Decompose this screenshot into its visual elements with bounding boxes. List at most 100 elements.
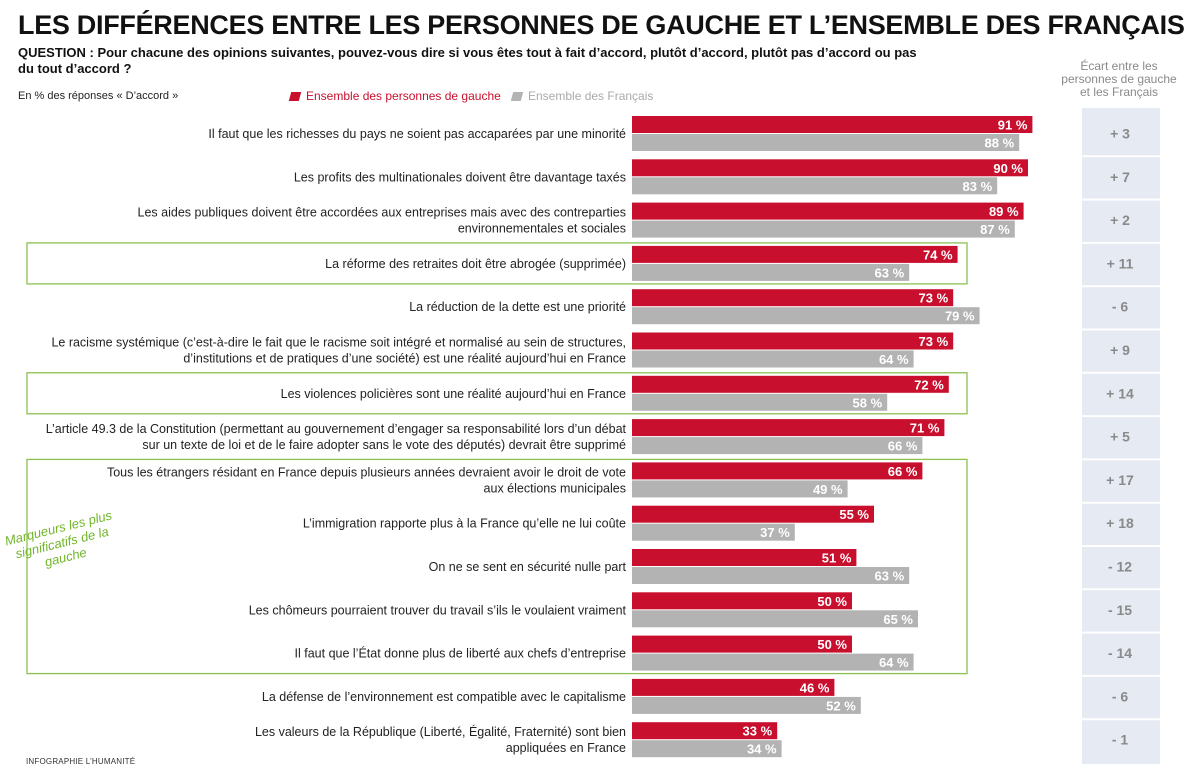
ecart-value-4: - 6 xyxy=(1112,299,1129,315)
legend-label-francais: Ensemble des Français xyxy=(528,89,654,103)
unit-note: En % des réponses « D’accord » xyxy=(18,90,179,102)
category-label-6: Les violences policières sont une réalit… xyxy=(281,387,626,401)
category-label-9: L’immigration rapporte plus à la France … xyxy=(303,517,626,531)
bar-francais-1 xyxy=(632,177,998,195)
value-label-francais-13: 52 % xyxy=(826,698,856,713)
bar-gauche-0 xyxy=(632,116,1033,133)
category-label-10: On ne se sent en sécurité nulle part xyxy=(429,560,627,574)
category-label-2-line-1: environnementales et sociales xyxy=(458,222,626,236)
value-label-gauche-13: 46 % xyxy=(800,680,830,695)
value-label-francais-5: 64 % xyxy=(879,352,909,367)
bar-francais-3 xyxy=(632,263,910,281)
category-label-13: La défense de l’environnement est compat… xyxy=(262,690,626,704)
bar-francais-5 xyxy=(632,350,914,368)
category-label-14-line-0: Les valeurs de la République (Liberté, É… xyxy=(255,724,626,739)
bar-gauche-3 xyxy=(632,245,958,263)
legend-item-gauche: Ensemble des personnes de gauche xyxy=(288,89,501,103)
bar-gauche-12 xyxy=(632,635,852,653)
value-label-francais-12: 64 % xyxy=(879,655,909,670)
ecart-header: Écart entre les personnes de gauche et l… xyxy=(1061,59,1177,99)
value-label-gauche-3: 74 % xyxy=(923,247,953,262)
value-label-francais-14: 34 % xyxy=(747,742,777,757)
ecart-value-9: + 18 xyxy=(1106,515,1134,531)
bar-francais-0 xyxy=(632,134,1020,151)
category-label-5-line-1: d’institutions et de pratiques d’une soc… xyxy=(183,352,626,366)
value-label-francais-2: 87 % xyxy=(980,222,1010,237)
value-label-francais-11: 65 % xyxy=(883,612,913,627)
bar-gauche-2 xyxy=(632,202,1024,220)
category-label-2-line-0: Les aides publiques doivent être accordé… xyxy=(138,206,626,220)
bar-gauche-14 xyxy=(632,722,778,740)
category-label-1: Les profits des multinationales doivent … xyxy=(294,170,626,184)
bar-gauche-4 xyxy=(632,289,954,307)
value-label-gauche-0: 91 % xyxy=(998,118,1028,133)
category-label-3: La réforme des retraites doit être abrog… xyxy=(325,257,626,271)
value-label-francais-1: 83 % xyxy=(963,179,993,194)
ecart-value-13: - 6 xyxy=(1112,688,1129,704)
value-label-gauche-11: 50 % xyxy=(817,594,847,609)
category-label-4: La réduction de la dette est une priorit… xyxy=(409,300,626,314)
ecart-column xyxy=(1082,108,1160,764)
value-label-gauche-4: 73 % xyxy=(919,291,949,306)
ecart-value-8: + 17 xyxy=(1106,472,1134,488)
value-label-francais-10: 63 % xyxy=(875,569,905,584)
ecart-value-6: + 14 xyxy=(1106,385,1134,401)
value-label-gauche-10: 51 % xyxy=(822,551,852,566)
ecart-value-1: + 7 xyxy=(1110,169,1130,185)
category-label-14-line-1: appliquées en France xyxy=(506,741,626,755)
value-label-gauche-6: 72 % xyxy=(914,377,944,392)
ecart-value-11: - 15 xyxy=(1108,602,1132,618)
category-label-11: Les chômeurs pourraient trouver du trava… xyxy=(249,603,627,617)
bar-gauche-6 xyxy=(632,375,949,393)
highlight-frame-0 xyxy=(26,242,968,285)
category-label-8-line-1: aux élections municipales xyxy=(484,481,626,495)
value-label-gauche-7: 71 % xyxy=(910,421,940,436)
value-label-gauche-8: 66 % xyxy=(888,464,918,479)
chart-question: QUESTION : Pour chacune des opinions sui… xyxy=(18,45,917,76)
ecart-value-3: + 11 xyxy=(1107,255,1134,271)
ecart-value-5: + 9 xyxy=(1110,342,1130,358)
bar-francais-10 xyxy=(632,567,910,584)
ecart-value-12: - 14 xyxy=(1108,645,1132,661)
value-label-gauche-14: 33 % xyxy=(743,724,773,739)
bar-francais-14 xyxy=(632,740,782,758)
value-label-francais-8: 49 % xyxy=(813,482,843,497)
value-label-gauche-2: 89 % xyxy=(989,204,1019,219)
value-label-gauche-5: 73 % xyxy=(919,334,949,349)
value-label-gauche-12: 50 % xyxy=(817,637,847,652)
value-label-francais-0: 88 % xyxy=(985,136,1015,151)
category-label-5-line-0: Le racisme systémique (c’est-à-dire le f… xyxy=(51,336,626,350)
value-label-francais-4: 79 % xyxy=(945,309,975,324)
legend-item-francais: Ensemble des Français xyxy=(510,89,654,103)
bar-gauche-9 xyxy=(632,505,874,523)
category-label-7-line-1: sur un texte de loi et de le faire adopt… xyxy=(142,438,626,452)
bar-francais-6 xyxy=(632,393,888,411)
bar-francais-4 xyxy=(632,307,980,325)
category-label-8-line-0: Tous les étrangers résidant en France de… xyxy=(107,465,626,479)
bar-francais-2 xyxy=(632,220,1015,238)
bar-francais-9 xyxy=(632,523,795,541)
bar-francais-12 xyxy=(632,653,914,671)
ecart-value-2: + 2 xyxy=(1110,212,1130,228)
value-label-francais-3: 63 % xyxy=(875,265,905,280)
value-label-francais-6: 58 % xyxy=(853,395,883,410)
bar-gauche-1 xyxy=(632,159,1028,177)
bar-francais-11 xyxy=(632,610,918,628)
legend-label-gauche: Ensemble des personnes de gauche xyxy=(306,89,501,103)
bar-gauche-10 xyxy=(632,549,857,566)
bar-gauche-5 xyxy=(632,332,954,350)
ecart-value-10: - 12 xyxy=(1108,559,1132,575)
ecart-value-7: + 5 xyxy=(1110,429,1130,445)
highlight-frame-1 xyxy=(26,372,968,415)
bar-francais-7 xyxy=(632,437,923,455)
chart-title: LES DIFFÉRENCES ENTRE LES PERSONNES DE G… xyxy=(18,10,1185,40)
bar-gauche-11 xyxy=(632,592,852,610)
value-label-gauche-9: 55 % xyxy=(839,507,869,522)
ecart-value-0: + 3 xyxy=(1110,126,1130,142)
source-credit: INFOGRAPHIE L’HUMANITÉ xyxy=(26,757,136,766)
highlight-frame-2 xyxy=(26,458,968,675)
value-label-francais-7: 66 % xyxy=(888,439,918,454)
bar-francais-13 xyxy=(632,696,861,714)
bar-francais-8 xyxy=(632,480,848,498)
